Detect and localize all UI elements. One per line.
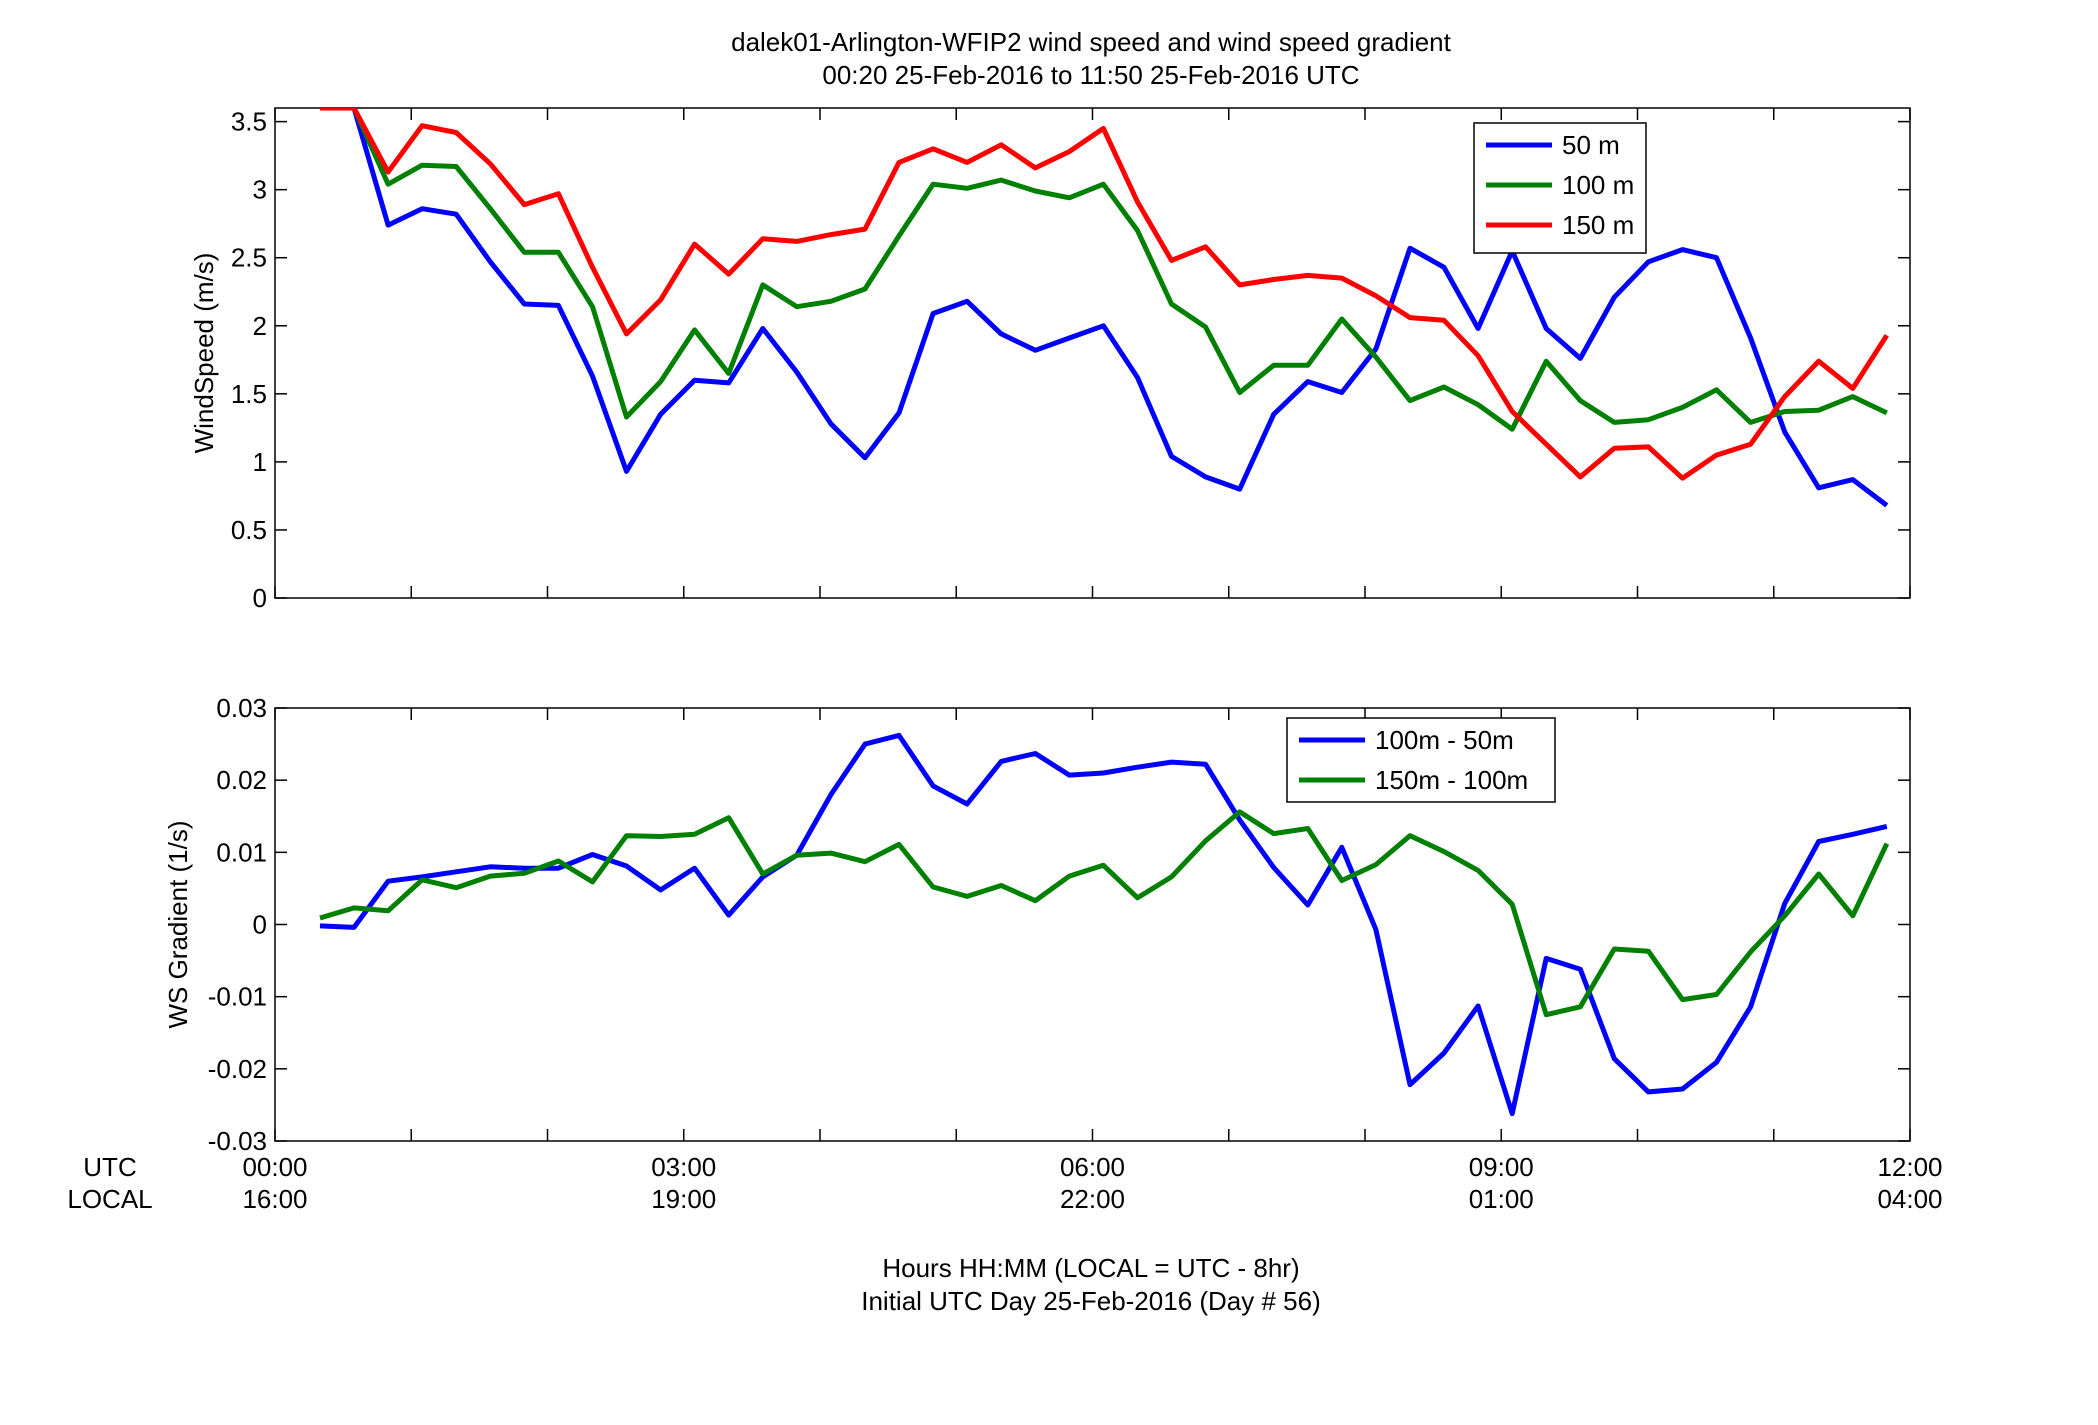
y-tick-label: 1 [253, 447, 267, 477]
y-tick-label: 0 [253, 910, 267, 940]
series-line-150-m [320, 108, 1889, 481]
series-line-100-m [320, 108, 1888, 432]
y-tick-label: 2.5 [231, 243, 267, 273]
y-tick-label: 0.02 [216, 765, 267, 795]
y-axis-label: WindSpeed (m/s) [189, 253, 219, 454]
y-tick-label: 2 [253, 311, 267, 341]
y-axis-label: WS Gradient (1/s) [163, 820, 193, 1028]
x-tick-label-local: 01:00 [1469, 1184, 1534, 1214]
y-tick-label: -0.02 [208, 1054, 267, 1084]
windspeed-panel: 0 0.5 1 1.5 2 2.5 3 3.5 WindSpeed (m/s) 50 m 100 m… [189, 107, 1911, 613]
x-tick-label-local: 04:00 [1877, 1184, 1942, 1214]
legend-label-100-m: 100 m [1562, 170, 1634, 200]
y-tick-label: 0 [253, 583, 267, 613]
y-tick-label: 0.03 [216, 693, 267, 723]
x-axis-label-line1: Hours HH:MM (LOCAL = UTC - 8hr) [882, 1253, 1299, 1283]
figure-title-line1: dalek01-Arlington-WFIP2 wind speed and w… [731, 27, 1452, 57]
x-tick-label-local: 19:00 [651, 1184, 716, 1214]
legend-label-50-m: 50 m [1562, 130, 1620, 160]
y-tick-label: 1.5 [231, 379, 267, 409]
legend: 50 m 100 m 150 m [1473, 122, 1647, 254]
row-label-local: LOCAL [67, 1184, 152, 1214]
x-tick-label-utc: 00:00 [242, 1152, 307, 1182]
legend-label-150-m: 150 m [1562, 210, 1634, 240]
y-tick-label: 3 [253, 175, 267, 205]
row-label-utc: UTC [83, 1152, 136, 1182]
series-line-150m-100m [319, 809, 1890, 1018]
x-tick-label-utc: 12:00 [1877, 1152, 1942, 1182]
x-axis-label-line2: Initial UTC Day 25-Feb-2016 (Day # 56) [861, 1286, 1321, 1316]
legend-label-150m-100m: 150m - 100m [1375, 765, 1528, 795]
y-tick-label: 3.5 [231, 107, 267, 137]
x-tick-label-utc: 06:00 [1060, 1152, 1125, 1182]
figure-title-line2: 00:20 25-Feb-2016 to 11:50 25-Feb-2016 U… [822, 60, 1359, 90]
x-tick-label-utc: 09:00 [1469, 1152, 1534, 1182]
y-tick-label: 0.5 [231, 515, 267, 545]
y-tick-label: 0.01 [216, 837, 267, 867]
series-line-50-m [320, 108, 1889, 508]
y-tick-label: -0.03 [208, 1126, 267, 1156]
legend: 100m - 50m 150m - 100m [1286, 717, 1556, 803]
y-tick-label: -0.01 [208, 982, 267, 1012]
legend-box [1286, 717, 1556, 803]
x-tick-label-local: 16:00 [242, 1184, 307, 1214]
x-tick-label-local: 22:00 [1060, 1184, 1125, 1214]
gradient-panel: -0.03 -0.02 -0.01 0 0.01 0.02 0.03 WS Gradient … [163, 693, 1943, 1214]
x-tick-label-utc: 03:00 [651, 1152, 716, 1182]
legend-label-100m-50m: 100m - 50m [1375, 725, 1514, 755]
series-line-100m-50m [319, 732, 1888, 1117]
